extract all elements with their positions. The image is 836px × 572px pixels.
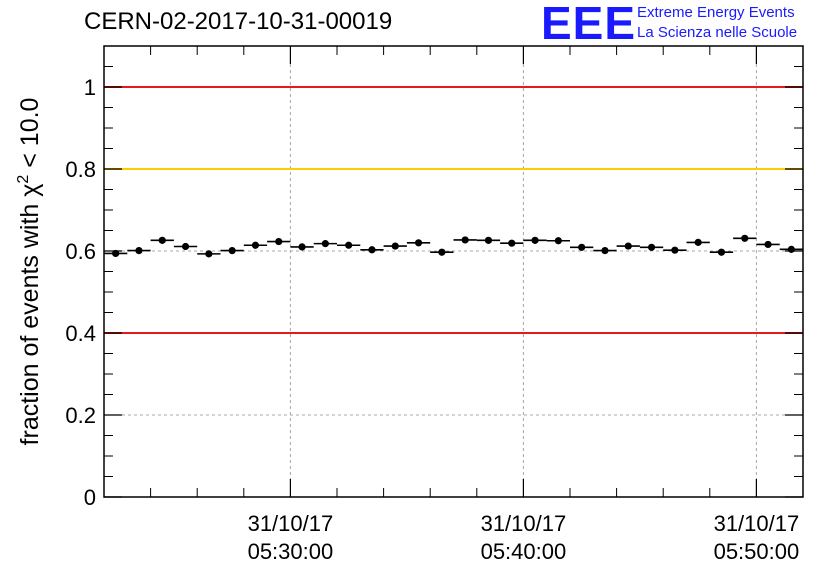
x-tick-label-date: 31/10/17 — [714, 511, 800, 536]
data-point — [570, 243, 594, 251]
grid-lines — [104, 46, 803, 497]
point-marker — [345, 241, 353, 249]
data-point — [337, 241, 361, 249]
y-tick-label: 0.2 — [65, 403, 96, 428]
point-marker — [275, 237, 283, 246]
point-marker — [321, 240, 329, 248]
point-marker — [787, 245, 795, 253]
point-marker — [624, 242, 632, 250]
data-point — [500, 239, 524, 247]
data-point — [220, 246, 244, 255]
reference-lines — [104, 86, 803, 334]
eee-logo-mark: EEE — [541, 0, 637, 49]
point-marker — [578, 243, 586, 251]
y-axis-title-suffix: < 10.0 — [16, 98, 44, 175]
point-marker — [135, 246, 143, 255]
x-tick-label-time: 05:50:00 — [714, 539, 800, 564]
data-point — [779, 245, 803, 253]
point-marker — [531, 236, 539, 244]
chart-title: CERN-02-2017-10-31-00019 — [84, 8, 393, 35]
point-marker — [484, 236, 493, 244]
logo-text-line1: Extreme Energy Events — [637, 4, 795, 21]
data-point — [663, 246, 687, 254]
data-point — [476, 236, 501, 244]
data-point — [243, 241, 268, 249]
point-marker — [368, 246, 376, 254]
data-point — [686, 238, 710, 246]
eee-logo: EEE Extreme Energy Events La Scienza nel… — [541, 0, 831, 49]
x-tick-label-time: 05:30:00 — [248, 539, 334, 564]
point-marker — [741, 234, 749, 242]
point-marker — [298, 243, 306, 251]
logo-text-line2: La Scienza nelle Scuole — [637, 24, 798, 41]
x-tick-label-date: 31/10/17 — [481, 511, 567, 536]
data-point — [406, 239, 431, 247]
data-point — [639, 243, 664, 251]
point-marker — [694, 238, 702, 246]
data-point — [430, 248, 454, 256]
point-marker — [205, 250, 213, 258]
data-points — [104, 234, 803, 258]
point-marker — [181, 242, 190, 251]
point-marker — [158, 236, 166, 244]
data-point — [593, 246, 617, 255]
point-marker — [764, 240, 772, 249]
point-marker — [461, 236, 469, 244]
data-point — [733, 234, 757, 242]
data-point — [267, 237, 291, 246]
point-marker — [717, 248, 726, 256]
point-marker — [251, 241, 260, 249]
data-point — [104, 249, 128, 258]
data-point — [313, 240, 337, 248]
y-axis-title-main: fraction of events with χ — [16, 184, 44, 446]
y-tick-label: 1 — [84, 75, 96, 100]
point-marker — [438, 248, 446, 256]
y-tick-label: 0.8 — [65, 157, 96, 182]
point-marker — [554, 237, 562, 245]
data-point — [197, 250, 221, 258]
data-point — [360, 246, 384, 254]
plot-frame — [103, 45, 804, 498]
point-marker — [671, 246, 679, 254]
data-point — [709, 248, 734, 256]
y-tick-label: 0.6 — [65, 239, 96, 264]
data-point — [150, 236, 174, 244]
y-axis-title: fraction of events with χ2 < 10.0 — [15, 98, 44, 446]
data-point — [173, 242, 198, 251]
point-marker — [508, 239, 516, 247]
data-point — [127, 246, 151, 255]
point-marker — [414, 239, 423, 247]
x-tick-label-date: 31/10/17 — [248, 511, 334, 536]
data-point — [546, 237, 570, 245]
data-point — [616, 242, 640, 250]
data-point — [523, 236, 547, 244]
point-marker — [647, 243, 656, 251]
data-point — [453, 236, 477, 244]
tick-labels: 0 0.2 0.4 0.6 0.8 1 31/10/17 05:30:00 31/10/17 05… — [65, 75, 799, 564]
point-marker — [228, 246, 236, 255]
point-marker — [391, 242, 399, 250]
point-marker — [601, 246, 609, 255]
y-tick-label: 0 — [84, 485, 96, 510]
data-point — [290, 243, 314, 251]
x-tick-label-time: 05:40:00 — [481, 539, 567, 564]
y-axis-title-superscript: 2 — [15, 175, 32, 184]
axis-ticks — [104, 45, 803, 498]
data-point — [756, 240, 780, 249]
point-marker — [112, 249, 120, 258]
data-point — [383, 242, 407, 250]
y-tick-label: 0.4 — [65, 321, 96, 346]
